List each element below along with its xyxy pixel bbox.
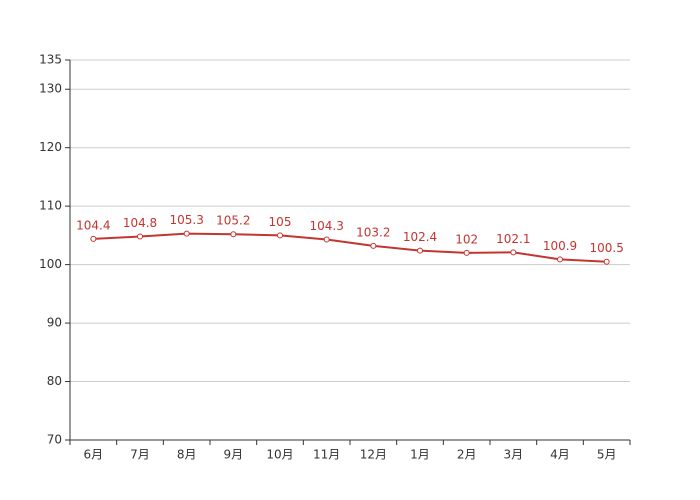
y-tick-label: 135 (39, 53, 62, 67)
data-point (510, 249, 517, 256)
x-tick-label: 4月 (550, 448, 570, 462)
x-tick-label: 11月 (313, 448, 340, 462)
x-tick-label: 7月 (130, 448, 150, 462)
y-tick-label: 80 (47, 374, 62, 388)
y-tick-label: 100 (39, 257, 62, 271)
data-point (370, 242, 377, 249)
data-label: 104.8 (123, 216, 157, 230)
data-label: 105.3 (169, 213, 203, 227)
x-tick-label: 12月 (360, 448, 387, 462)
x-tick-label: 6月 (84, 448, 104, 462)
x-tick-label: 8月 (177, 448, 197, 462)
data-label: 102.1 (496, 232, 530, 246)
data-label: 105 (269, 215, 292, 229)
y-tick-label: 130 (39, 82, 62, 96)
data-label: 105.2 (216, 214, 250, 228)
data-label: 102.4 (403, 230, 437, 244)
data-point (323, 236, 330, 243)
data-label: 100.9 (543, 239, 577, 253)
data-point (463, 249, 470, 256)
data-label: 102 (455, 232, 478, 246)
x-tick-label: 2月 (457, 448, 477, 462)
data-point (90, 235, 97, 242)
x-tick-label: 1月 (410, 448, 430, 462)
data-label: 104.4 (76, 218, 110, 232)
x-tick-label: 10月 (266, 448, 293, 462)
data-point (183, 230, 190, 237)
data-label: 103.2 (356, 225, 390, 239)
y-tick-label: 90 (47, 316, 62, 330)
data-label: 100.5 (589, 241, 623, 255)
data-point (277, 232, 283, 239)
x-tick-label: 9月 (224, 448, 244, 462)
y-tick-label: 120 (39, 140, 62, 154)
data-point (230, 231, 237, 238)
series-line (93, 232, 607, 263)
x-tick-label: 3月 (504, 448, 524, 462)
data-point (417, 247, 423, 254)
y-tick-label: 70 (47, 433, 62, 447)
data-point (603, 258, 610, 265)
data-label: 104.3 (309, 219, 343, 233)
x-tick-label: 5月 (597, 448, 617, 462)
y-tick-label: 110 (39, 199, 62, 213)
data-point (557, 256, 563, 263)
data-point (137, 233, 143, 240)
